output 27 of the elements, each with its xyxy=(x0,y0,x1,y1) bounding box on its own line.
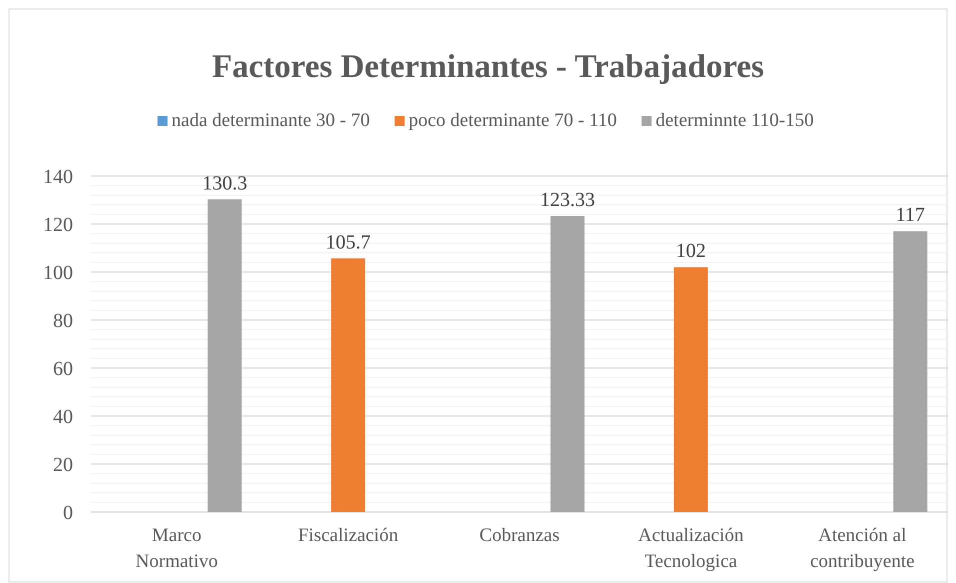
y-tick-label: 40 xyxy=(53,406,73,428)
bar xyxy=(893,231,928,512)
y-tick-label: 80 xyxy=(53,310,73,332)
bar xyxy=(331,258,366,512)
x-tick-label: Actualización Tecnologica xyxy=(638,525,744,572)
bar xyxy=(674,267,708,512)
data-label: 123.33 xyxy=(540,189,595,212)
legend-label: determinnte 110-150 xyxy=(656,110,814,131)
bar xyxy=(550,216,584,512)
data-label: 130.3 xyxy=(202,172,248,194)
data-label: 105.7 xyxy=(326,231,371,254)
x-tick-label: Atención al contribuyente xyxy=(810,525,915,572)
legend-label: poco determinante 70 - 110 xyxy=(408,110,617,131)
bar xyxy=(208,199,242,512)
data-label: 117 xyxy=(896,204,925,226)
y-tick-label: 100 xyxy=(43,262,73,284)
x-tick-label: Cobranzas xyxy=(479,525,560,546)
x-tick-label: Fiscalización xyxy=(298,525,399,546)
x-tick-label: Marco Normativo xyxy=(136,525,218,572)
chart-title: Factores Determinantes - Trabajadores xyxy=(212,49,764,85)
y-tick-label: 120 xyxy=(43,214,73,236)
y-tick-label: 140 xyxy=(43,166,73,188)
y-tick-label: 20 xyxy=(53,454,73,476)
legend-label: nada determinante 30 - 70 xyxy=(172,110,370,131)
data-label: 102 xyxy=(676,240,706,262)
y-tick-label: 60 xyxy=(53,358,73,380)
y-tick-label: 0 xyxy=(63,502,73,524)
